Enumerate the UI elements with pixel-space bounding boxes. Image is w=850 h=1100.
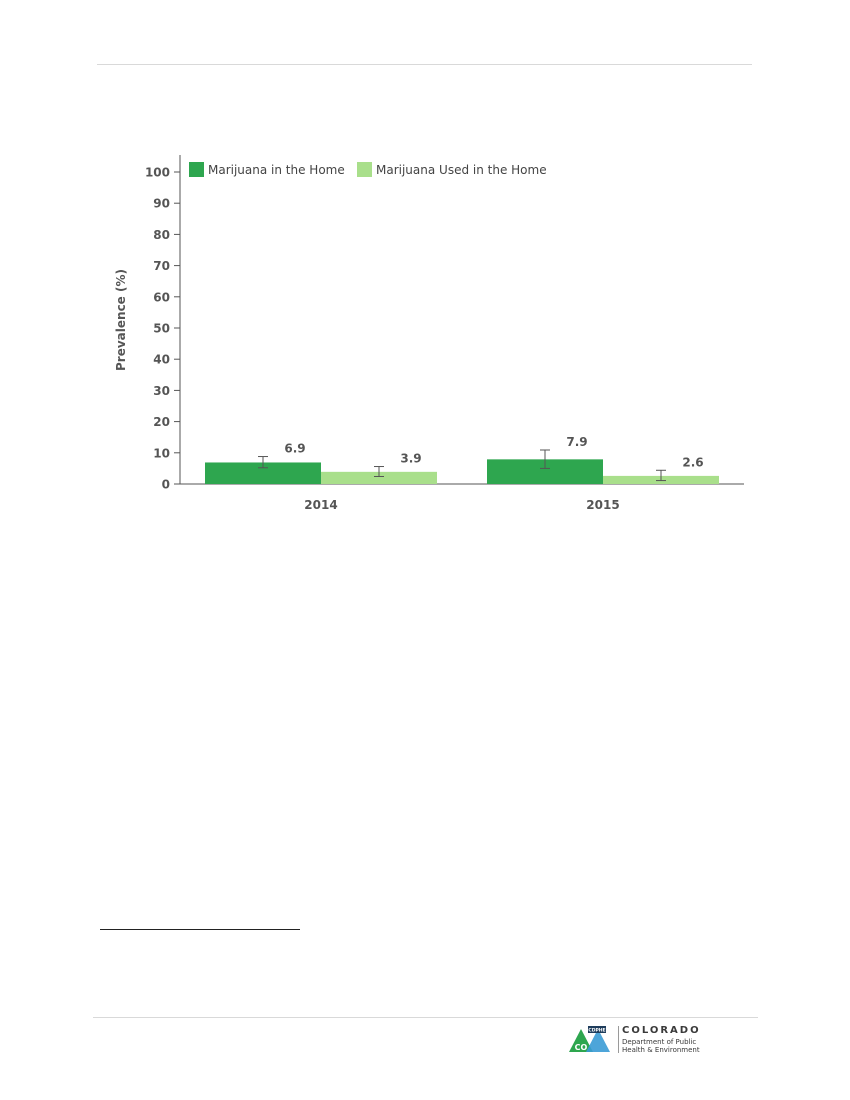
legend-label: Marijuana Used in the Home — [376, 163, 547, 177]
logo-line-1: Department of Public — [622, 1038, 697, 1046]
y-tick-label: 70 — [153, 259, 170, 273]
legend-label: Marijuana in the Home — [208, 163, 345, 177]
y-tick-label: 40 — [153, 353, 170, 367]
data-label: 3.9 — [400, 452, 421, 466]
svg-text:CO: CO — [575, 1043, 588, 1052]
footer-rule — [93, 1017, 758, 1018]
y-tick-label: 0 — [162, 478, 170, 492]
chart-legend: Marijuana in the Home Marijuana Used in t… — [189, 162, 547, 177]
data-label: 7.9 — [566, 435, 587, 449]
logo-divider — [618, 1026, 619, 1053]
prevalence-bar-chart: 0 10 20 30 40 50 60 70 80 90 100 2014 2015 6.9 3.9 7.9… — [114, 155, 744, 512]
y-tick-label: 20 — [153, 415, 170, 429]
cdphe-logo: CDPHE CO COLORADO Department of Public H… — [568, 1025, 701, 1055]
header-rule — [97, 64, 752, 65]
cdphe-logo-mark: CDPHE CO — [569, 1026, 610, 1052]
y-tick-label: 50 — [153, 322, 170, 336]
logo-title: COLORADO — [622, 1025, 701, 1036]
logo-line-2: Health & Environment — [622, 1046, 700, 1054]
data-label: 2.6 — [682, 455, 703, 469]
chart-axes: 0 10 20 30 40 50 60 70 80 90 100 2014 2015 — [145, 155, 744, 512]
bar — [205, 462, 321, 484]
bar — [321, 471, 437, 484]
y-axis-label: Prevalence (%) — [114, 269, 128, 371]
y-tick-label: 30 — [153, 384, 170, 398]
legend-swatch — [357, 162, 372, 177]
footnote-rule — [100, 929, 300, 930]
x-tick-label: 2014 — [304, 498, 337, 512]
chart-bars: 6.9 3.9 7.9 2.6 — [205, 435, 719, 484]
svg-text:CDPHE: CDPHE — [588, 1028, 605, 1034]
data-label: 6.9 — [284, 442, 305, 456]
y-tick-label: 10 — [153, 446, 170, 460]
y-tick-label: 60 — [153, 290, 170, 304]
y-tick-label: 100 — [145, 166, 170, 180]
y-tick-label: 80 — [153, 228, 170, 242]
legend-swatch — [189, 162, 204, 177]
x-tick-label: 2015 — [586, 498, 619, 512]
y-tick-label: 90 — [153, 197, 170, 211]
